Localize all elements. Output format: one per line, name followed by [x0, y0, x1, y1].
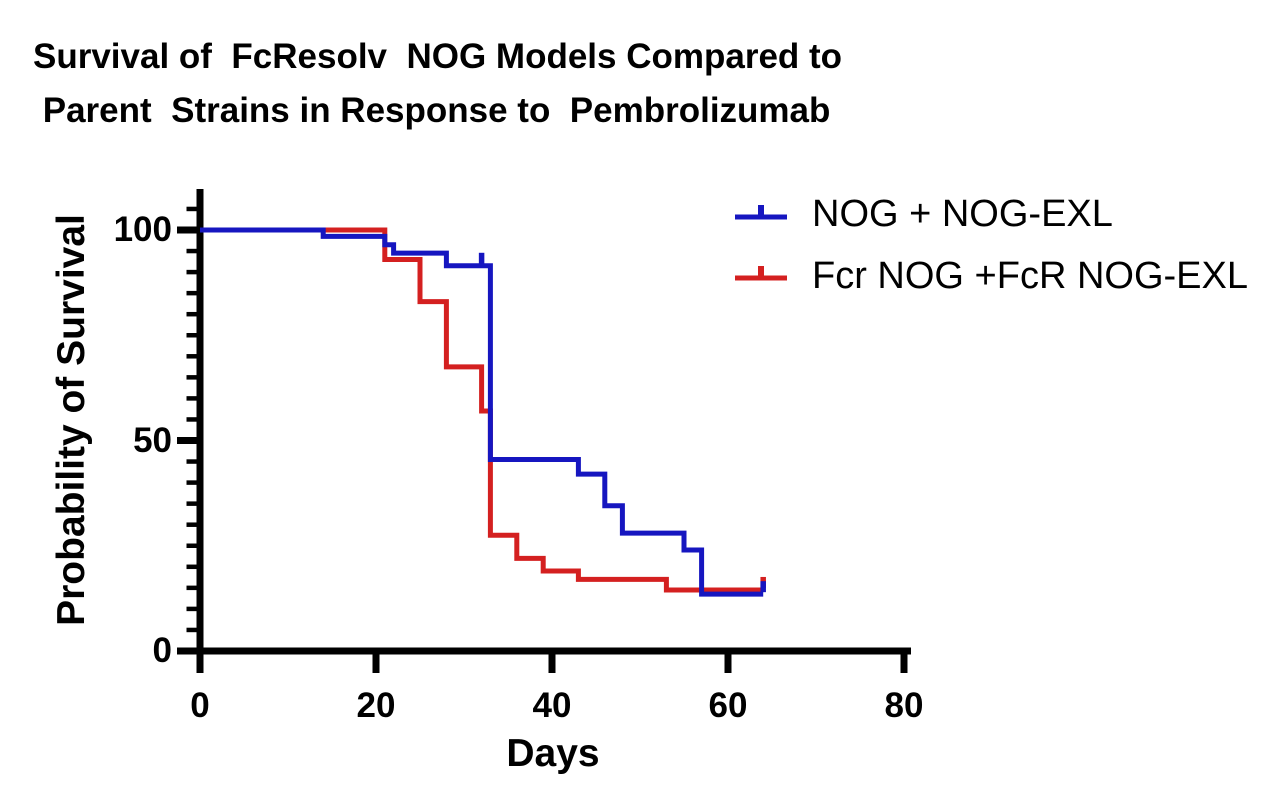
x-tick-label-40: 40 [532, 686, 572, 725]
y-tick-label-50: 50 [133, 421, 172, 460]
y-axis-title: Probability of Survival [50, 214, 93, 626]
chart-title-line-1: Survival of FcResolv NOG Models Compared… [33, 37, 843, 76]
x-tick-label-0: 0 [190, 686, 210, 725]
chart-title-line-2: Parent Strains in Response to Pembrolizu… [33, 91, 831, 130]
x-axis-title: Days [506, 732, 600, 775]
y-tick-label-100: 100 [113, 210, 172, 249]
x-tick-label-60: 60 [708, 686, 748, 725]
x-tick-label-80: 80 [884, 686, 924, 725]
legend-label-fcr-nog: Fcr NOG +FcR NOG-EXL [812, 255, 1248, 297]
x-tick-label-20: 20 [356, 686, 396, 725]
survival-curve-fcr-nog [200, 227, 764, 593]
legend-label-nog: NOG + NOG-EXL [812, 193, 1113, 235]
y-tick-label-0: 0 [152, 631, 172, 670]
survival-curve-nog [200, 227, 764, 597]
